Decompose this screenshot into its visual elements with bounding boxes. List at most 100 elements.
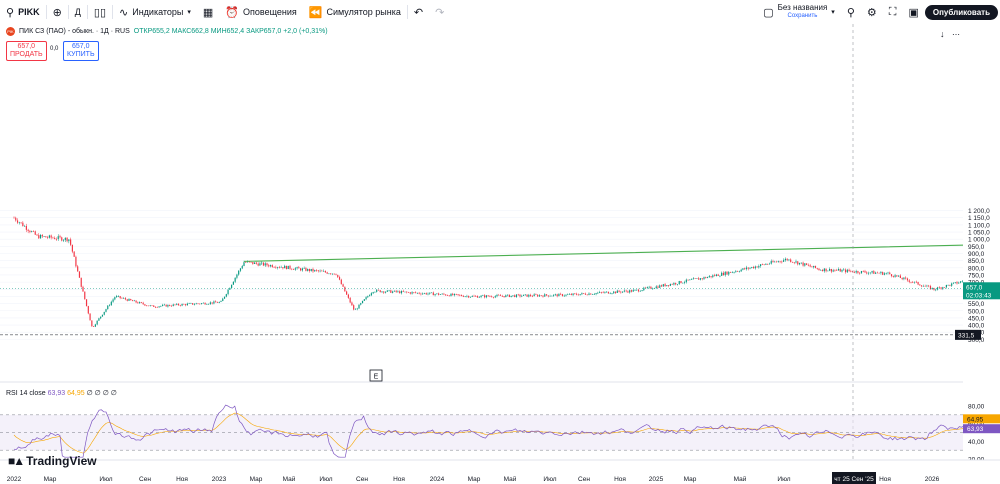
candle-body (494, 296, 496, 298)
candle-body (315, 270, 318, 271)
candle-body (844, 269, 847, 273)
candle-body (462, 296, 464, 297)
candle-body (386, 290, 388, 292)
candle-body (855, 271, 857, 273)
candle-body (586, 294, 588, 296)
camera-icon: ▣ (908, 6, 919, 19)
scale-arrow-icon[interactable]: ↓ (940, 29, 945, 39)
candle-body (544, 294, 546, 297)
candle-body (370, 293, 372, 296)
candle-body (326, 272, 328, 274)
candle-body (305, 267, 307, 271)
sell-button[interactable]: 657,0 ПРОДАТЬ (6, 41, 47, 61)
candle-body (135, 300, 137, 303)
candle-body (294, 268, 296, 270)
compare-button[interactable]: ⊕ (47, 0, 68, 24)
candle-body (591, 294, 594, 295)
candle-body (928, 285, 930, 287)
fullscreen-button[interactable]: ⛶ (883, 0, 903, 24)
last-price-value: 657,0 (966, 284, 983, 291)
candle-body (324, 271, 326, 273)
candle-body (298, 267, 300, 269)
candle-body (894, 275, 896, 277)
chart-type-button[interactable]: ▯▯ (88, 0, 112, 24)
candle-body (632, 290, 634, 292)
candle-body (499, 295, 502, 297)
layouts-button[interactable]: ▦ (197, 0, 219, 24)
indicators-button[interactable]: ∿ Индикаторы ▾ (113, 0, 197, 24)
buy-button[interactable]: 657,0 КУПИТЬ (63, 41, 99, 61)
alerts-button[interactable]: ⏰ Оповещения (219, 0, 302, 24)
candle-body (597, 292, 599, 294)
chevron-down-icon: ▾ (831, 9, 835, 16)
candle-body (390, 290, 392, 293)
settings-button[interactable]: ⚙ (861, 0, 883, 24)
candle-body (243, 262, 245, 267)
candle-body (344, 286, 346, 292)
tradingview-logo[interactable]: ■▲ TradingView (8, 454, 97, 468)
candle-body (508, 294, 510, 298)
candle-body (538, 295, 541, 297)
candle-body (441, 293, 443, 295)
candle-body (811, 266, 813, 268)
candle-body (264, 263, 266, 266)
rsi-ma-value: 64,95 (67, 390, 85, 397)
candle-body (945, 285, 947, 288)
candle-body (399, 291, 401, 294)
chart-canvas[interactable]: 1 103,7684,9 1 200,01 150,01 100,01 050,… (0, 24, 1000, 484)
candle-body (356, 308, 358, 310)
candle-body (733, 272, 735, 273)
undo-button[interactable]: ↶ (408, 0, 429, 24)
time-axis[interactable]: 2022 Мар Июл Сен Ноя 2023 Мар Май Июл Сен Ноя 2024 М… (0, 459, 1000, 484)
candle-body (676, 284, 679, 285)
candle-body (933, 287, 935, 290)
candle-body (131, 300, 134, 302)
candle-body (130, 298, 132, 301)
candle-body (211, 302, 213, 304)
candle-body (354, 309, 357, 310)
candle-body (147, 305, 150, 307)
price-axis[interactable]: 1 200,01 150,01 100,01 050,01 000,0950,0… (955, 24, 1000, 464)
candle-body (790, 259, 792, 262)
layout-menu[interactable]: ▢ Без названия Сохранить ▾ (757, 3, 841, 21)
price-tick: 300,0 (968, 337, 985, 344)
candle-body (468, 295, 470, 298)
interval-button[interactable]: Д (69, 0, 87, 24)
rsi-legend: RSI 14 close 63,93 64,95 ∅ ∅ ∅ ∅ (6, 389, 117, 397)
collapse-button[interactable]: E (369, 369, 383, 382)
symbol-search[interactable]: ⚲ PIKK (0, 0, 46, 24)
candle-body (919, 284, 921, 286)
candle-body (735, 271, 737, 273)
candle-body (530, 294, 532, 296)
candle-body (604, 292, 606, 293)
more-dots-icon[interactable]: ⋯ (952, 30, 960, 39)
candle-body (843, 269, 845, 271)
candle-body (489, 296, 491, 297)
redo-button[interactable]: ↷ (429, 0, 450, 24)
replay-button[interactable]: ⏪ Симулятор рынка (303, 0, 407, 24)
candle-body (209, 302, 211, 304)
candle-body (889, 272, 891, 275)
candle-body (38, 235, 40, 239)
candle-body (98, 318, 100, 321)
candle-body (692, 278, 694, 280)
candle-body (961, 281, 963, 282)
candle-body (342, 284, 344, 287)
candle-body (204, 302, 206, 305)
candle-body (878, 272, 880, 274)
candle-body (369, 295, 371, 297)
candle-body (429, 292, 431, 294)
rsi-ma-line (13, 412, 1000, 454)
candle-body (301, 268, 303, 271)
candle-body (864, 271, 866, 273)
candle-body (768, 263, 771, 265)
quick-search-button[interactable]: ⚲ (841, 0, 861, 24)
candle-body (365, 297, 367, 300)
candle-body (308, 269, 311, 272)
candle-body (554, 294, 556, 295)
publish-button[interactable]: Опубликовать (924, 4, 998, 20)
candle-body (673, 283, 675, 285)
snapshot-button[interactable]: ▣ (902, 0, 924, 24)
candle-body (705, 277, 707, 279)
candle-body (659, 285, 661, 288)
